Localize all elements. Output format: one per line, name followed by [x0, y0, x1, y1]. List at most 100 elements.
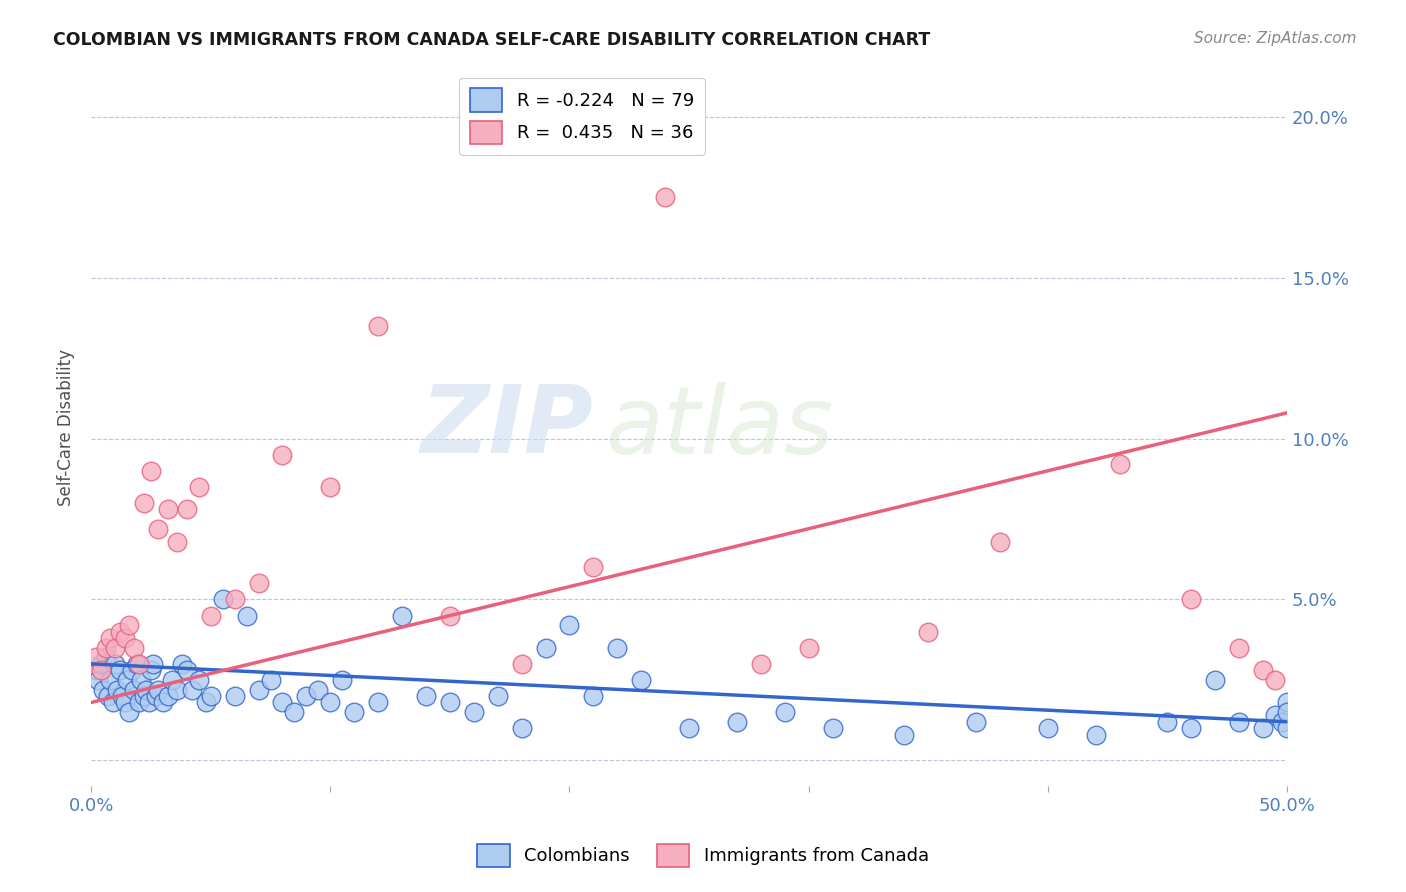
Point	[187, 673, 209, 687]
Point	[725, 714, 748, 729]
Point	[1156, 714, 1178, 729]
Point	[319, 696, 342, 710]
Point	[94, 650, 117, 665]
Text: Source: ZipAtlas.com: Source: ZipAtlas.com	[1194, 31, 1357, 46]
Point	[122, 640, 145, 655]
Point	[283, 705, 305, 719]
Point	[98, 631, 121, 645]
Point	[1204, 673, 1226, 687]
Point	[486, 689, 509, 703]
Point	[146, 522, 169, 536]
Point	[247, 682, 270, 697]
Point	[749, 657, 772, 671]
Point	[128, 696, 150, 710]
Point	[135, 682, 157, 697]
Point	[125, 657, 148, 671]
Point	[510, 657, 533, 671]
Point	[90, 663, 112, 677]
Point	[166, 682, 188, 697]
Point	[582, 560, 605, 574]
Point	[187, 480, 209, 494]
Point	[138, 696, 160, 710]
Point	[534, 640, 557, 655]
Point	[180, 682, 202, 697]
Point	[101, 696, 124, 710]
Point	[1264, 708, 1286, 723]
Point	[415, 689, 437, 703]
Point	[247, 576, 270, 591]
Point	[145, 689, 167, 703]
Legend: Colombians, Immigrants from Canada: Colombians, Immigrants from Canada	[470, 837, 936, 874]
Point	[271, 448, 294, 462]
Point	[1271, 714, 1294, 729]
Point	[108, 624, 131, 639]
Point	[114, 696, 136, 710]
Point	[259, 673, 281, 687]
Point	[104, 640, 127, 655]
Point	[917, 624, 939, 639]
Point	[194, 696, 217, 710]
Point	[319, 480, 342, 494]
Point	[224, 689, 246, 703]
Point	[630, 673, 652, 687]
Point	[118, 705, 141, 719]
Point	[1251, 721, 1274, 735]
Point	[1084, 728, 1107, 742]
Point	[142, 657, 165, 671]
Text: COLOMBIAN VS IMMIGRANTS FROM CANADA SELF-CARE DISABILITY CORRELATION CHART: COLOMBIAN VS IMMIGRANTS FROM CANADA SELF…	[53, 31, 931, 49]
Point	[118, 618, 141, 632]
Point	[128, 657, 150, 671]
Point	[200, 608, 222, 623]
Point	[111, 689, 134, 703]
Point	[156, 689, 179, 703]
Point	[1275, 721, 1298, 735]
Text: ZIP: ZIP	[420, 382, 593, 474]
Point	[139, 464, 162, 478]
Point	[94, 640, 117, 655]
Point	[166, 534, 188, 549]
Point	[582, 689, 605, 703]
Text: atlas: atlas	[606, 382, 834, 473]
Point	[343, 705, 366, 719]
Point	[367, 696, 389, 710]
Point	[90, 657, 112, 671]
Point	[439, 608, 461, 623]
Point	[211, 592, 233, 607]
Point	[307, 682, 329, 697]
Point	[122, 682, 145, 697]
Point	[295, 689, 318, 703]
Point	[965, 714, 987, 729]
Point	[139, 663, 162, 677]
Point	[463, 705, 485, 719]
Point	[773, 705, 796, 719]
Point	[115, 673, 138, 687]
Point	[271, 696, 294, 710]
Point	[1275, 696, 1298, 710]
Point	[87, 673, 110, 687]
Point	[104, 657, 127, 671]
Legend: R = -0.224   N = 79, R =  0.435   N = 36: R = -0.224 N = 79, R = 0.435 N = 36	[458, 78, 704, 154]
Point	[108, 663, 131, 677]
Point	[176, 502, 198, 516]
Point	[1227, 640, 1250, 655]
Point	[558, 618, 581, 632]
Point	[1251, 663, 1274, 677]
Point	[91, 682, 114, 697]
Point	[1180, 721, 1202, 735]
Point	[162, 673, 184, 687]
Point	[146, 682, 169, 697]
Point	[224, 592, 246, 607]
Point	[131, 673, 153, 687]
Point	[121, 663, 143, 677]
Point	[114, 631, 136, 645]
Point	[821, 721, 844, 735]
Point	[1180, 592, 1202, 607]
Point	[170, 657, 193, 671]
Point	[678, 721, 700, 735]
Y-axis label: Self-Care Disability: Self-Care Disability	[58, 349, 75, 506]
Point	[893, 728, 915, 742]
Point	[152, 696, 174, 710]
Point	[98, 673, 121, 687]
Point	[654, 190, 676, 204]
Point	[84, 663, 107, 677]
